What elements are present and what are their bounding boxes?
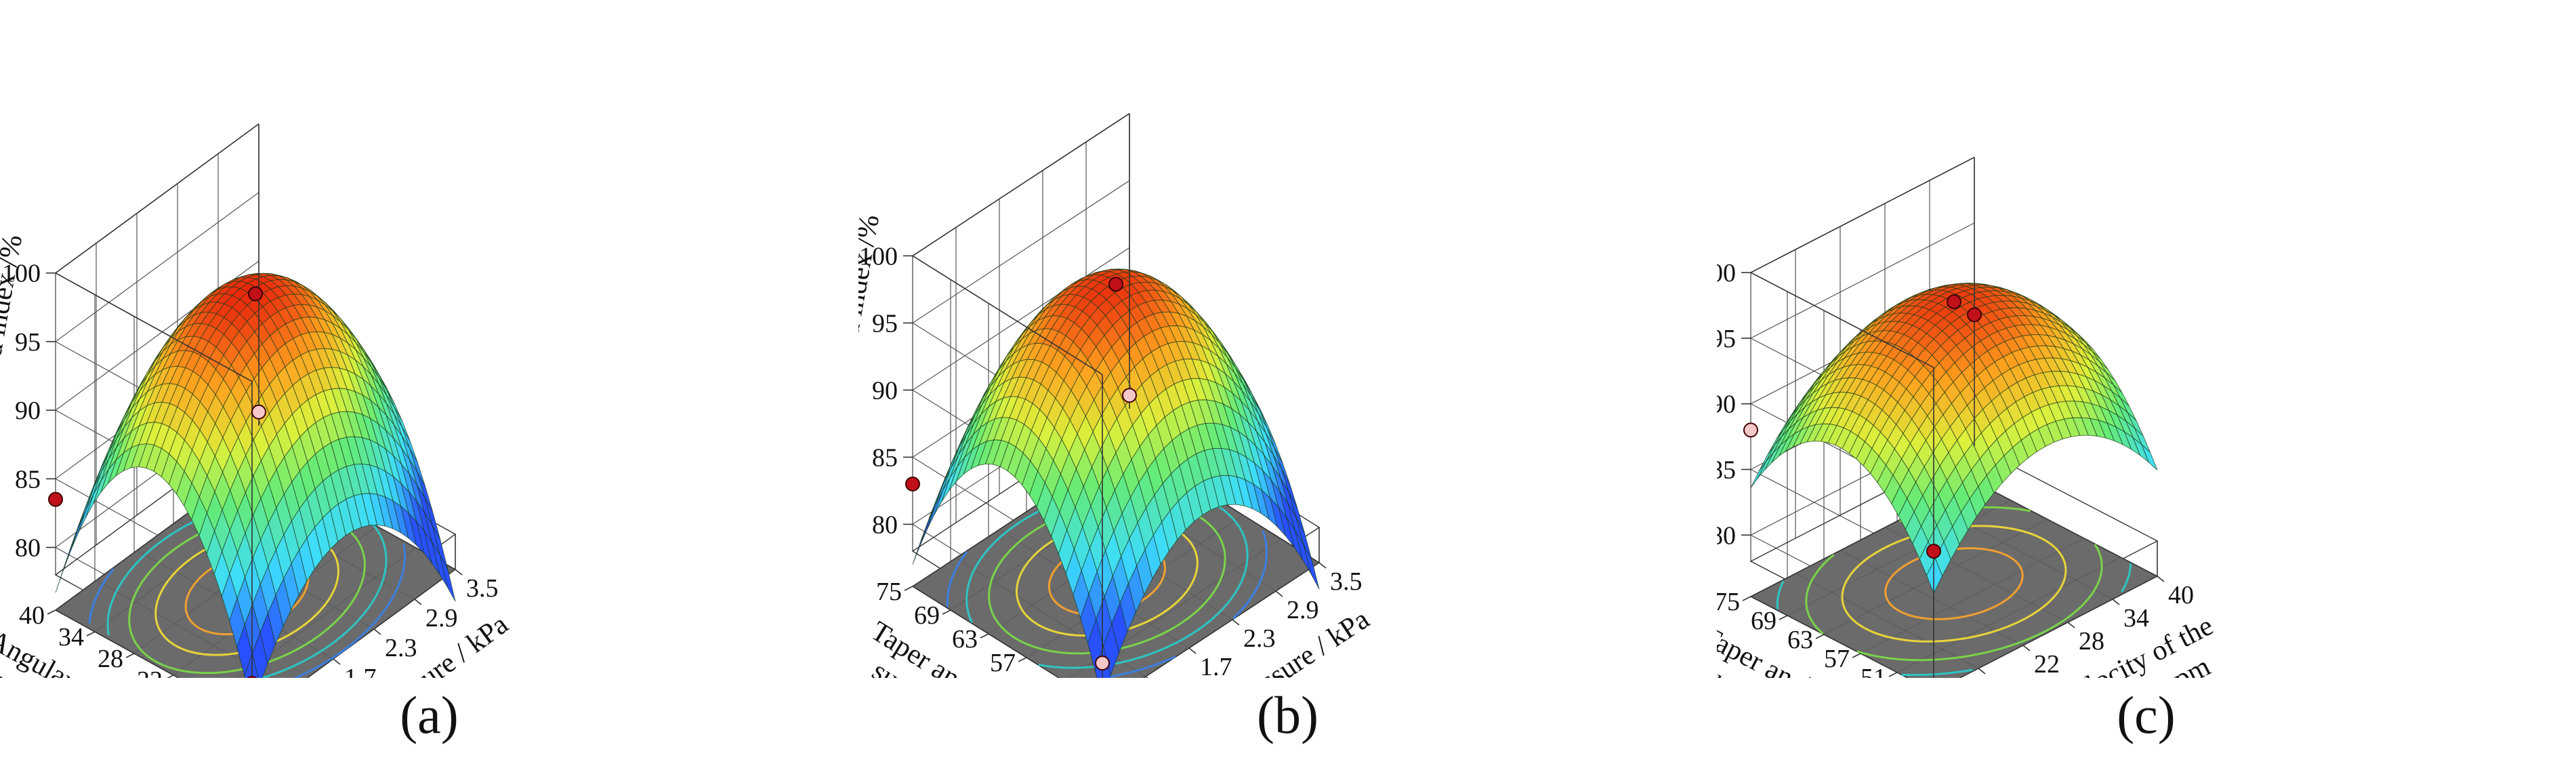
design-point bbox=[1095, 656, 1110, 671]
x-tick-label: 3.5 bbox=[1330, 567, 1363, 596]
z-tick-label: 85 bbox=[1717, 456, 1736, 484]
design-point bbox=[247, 676, 257, 678]
z-tick-label: 90 bbox=[15, 397, 41, 425]
z-tick-label: 100 bbox=[859, 242, 898, 270]
panel-a: 80859095100Middle ring qualified index /… bbox=[0, 0, 858, 764]
x-tick-label: 1.7 bbox=[1200, 653, 1232, 678]
design-point bbox=[1926, 544, 1941, 559]
design-point bbox=[1967, 307, 1982, 323]
y-tick-label: 57 bbox=[990, 649, 1016, 677]
y-tick-label: 63 bbox=[1787, 626, 1813, 654]
box-frame bbox=[1750, 157, 2158, 678]
z-tick-label: 80 bbox=[872, 510, 898, 539]
z-tick-label: 95 bbox=[15, 328, 41, 357]
z-tick-label: 90 bbox=[872, 376, 898, 405]
design-point bbox=[1108, 277, 1123, 292]
x-tick-label: 2.3 bbox=[385, 634, 417, 662]
z-tick-label: 85 bbox=[15, 465, 41, 494]
y-tick-label: 63 bbox=[952, 625, 978, 654]
surface-chart-c: 80859095100Middle ring qualified index /… bbox=[1717, 157, 2218, 678]
response-surface bbox=[912, 268, 1320, 678]
y-tick-label: 51 bbox=[1028, 672, 1054, 678]
x-tick-label: 1.7 bbox=[344, 664, 377, 678]
y-tick-label: 57 bbox=[1824, 645, 1850, 673]
z-tick-label: 95 bbox=[872, 309, 898, 338]
x-tick-label: 40 bbox=[2168, 581, 2194, 609]
y-tick-label: 75 bbox=[1717, 588, 1740, 616]
z-tick-label: 100 bbox=[1717, 259, 1736, 287]
x-tick-label: 3.5 bbox=[466, 574, 499, 603]
z-tick-label: 90 bbox=[1717, 390, 1736, 419]
x-tick-label: 16 bbox=[1989, 673, 2015, 678]
box-frame bbox=[912, 113, 1320, 678]
caption-c: (c) bbox=[2117, 685, 2176, 744]
y-tick-label: 40 bbox=[19, 601, 45, 630]
design-point bbox=[248, 286, 263, 302]
y-tick-label: 22 bbox=[137, 666, 163, 678]
design-point bbox=[251, 404, 266, 420]
y-tick-label: 75 bbox=[876, 578, 902, 606]
y-tick-label: 69 bbox=[1751, 607, 1777, 635]
caption-a: (a) bbox=[400, 685, 459, 744]
design-point bbox=[1743, 422, 1758, 438]
response-surface bbox=[55, 273, 456, 678]
z-tick-label: 80 bbox=[1717, 521, 1736, 550]
surface-chart-b: 80859095100Middle ring qualified index /… bbox=[858, 113, 1375, 678]
y-tick-label: 51 bbox=[1861, 664, 1886, 678]
design-point bbox=[1947, 294, 1961, 310]
panel-c: 80859095100Middle ring qualified index /… bbox=[1717, 0, 2575, 764]
design-point bbox=[1122, 388, 1137, 403]
box-frame bbox=[55, 123, 456, 678]
y-tick-label: 69 bbox=[914, 601, 940, 630]
x-tick-label: 2.9 bbox=[425, 604, 458, 632]
panel-b: 80859095100Middle ring qualified index /… bbox=[858, 0, 1717, 764]
caption-b: (b) bbox=[1257, 685, 1318, 744]
x-tick-label: 34 bbox=[2123, 604, 2149, 632]
z-tick-label: 85 bbox=[872, 443, 898, 472]
z-tick-label: 80 bbox=[15, 534, 41, 563]
x-tick-label: 2.9 bbox=[1287, 596, 1319, 624]
x-tick-label: 2.3 bbox=[1243, 624, 1276, 653]
z-tick-label: 100 bbox=[2, 260, 41, 288]
response-surface bbox=[1750, 283, 2158, 595]
surface-chart-a: 80859095100Middle ring qualified index /… bbox=[0, 123, 514, 678]
y-tick-label: 34 bbox=[58, 623, 84, 651]
design-point bbox=[905, 477, 920, 491]
x-tick-label: 28 bbox=[2079, 627, 2104, 656]
x-tick-label: 22 bbox=[2034, 650, 2060, 678]
y-tick-label: 28 bbox=[98, 645, 123, 673]
z-tick-label: 95 bbox=[1717, 325, 1736, 353]
design-point bbox=[48, 491, 63, 507]
